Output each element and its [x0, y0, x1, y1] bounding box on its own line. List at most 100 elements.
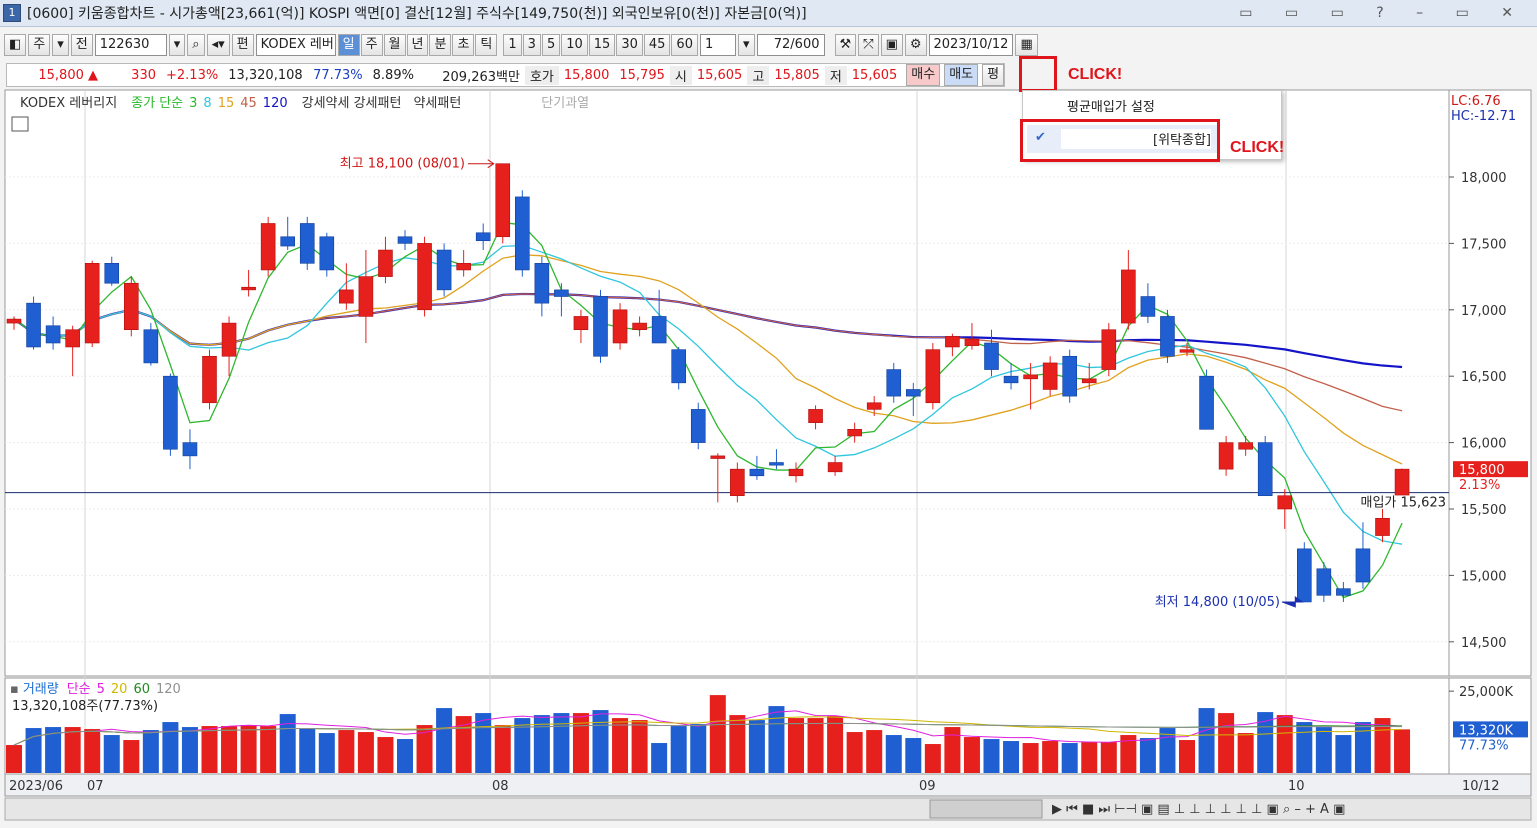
period-button[interactable]: 년 [406, 34, 429, 56]
volume-bar [1139, 738, 1156, 773]
dropdown[interactable]: ▾ [52, 34, 69, 56]
volume-bar [944, 727, 961, 773]
volume-bar [553, 713, 570, 773]
volume-bar [768, 706, 785, 773]
candle-body [1121, 269, 1136, 324]
volume-bar [279, 714, 296, 773]
minute-button[interactable]: 60 [671, 34, 698, 56]
multiplier[interactable]: 1 [699, 34, 736, 56]
search-button[interactable]: ⌕ [187, 34, 205, 56]
candle-body [1179, 349, 1195, 353]
y-tick-label: 14,500 [1461, 636, 1507, 651]
volume-legend: ▪ 거래량 단순 5 20 60 120 [10, 682, 181, 697]
minute-button[interactable]: 3 [522, 34, 541, 56]
dropdown[interactable]: ▾ [168, 34, 186, 56]
volume: 13,320,108 [228, 67, 303, 83]
y-tick-label: 17,000 [1461, 304, 1507, 319]
candle-body [104, 263, 120, 284]
scrollbar [4, 797, 1532, 821]
ask: 15,800 [563, 67, 610, 83]
volume-bar [748, 720, 765, 773]
period-button[interactable]: 분 [429, 34, 452, 56]
fund-label[interactable]: 편 [231, 34, 254, 56]
menu-title[interactable]: 평균매입가 설정 [1067, 100, 1155, 115]
calendar-button[interactable]: ▦ [1015, 34, 1038, 56]
candle-body [1003, 375, 1019, 384]
candle-body [1062, 355, 1077, 397]
candle-body [124, 282, 139, 331]
period-button[interactable]: 주 [360, 34, 383, 56]
candle-body [534, 263, 550, 304]
volume-bar [1237, 733, 1254, 773]
period-button[interactable]: 월 [383, 34, 406, 56]
y-tick-label: 15,500 [1461, 503, 1507, 518]
candle-body [514, 196, 530, 271]
code-input[interactable]: 122630 [94, 34, 167, 56]
volume-bar [514, 718, 531, 773]
period-type[interactable]: 주 [28, 34, 51, 56]
date-label: 09 [919, 779, 936, 794]
candle-body [84, 263, 100, 344]
volume-bar [64, 727, 81, 773]
candle-body [280, 236, 296, 247]
mode[interactable]: 전 [70, 34, 93, 56]
tool-button[interactable]: ⚙ [904, 34, 927, 56]
date-label: 10/12 [1462, 779, 1499, 794]
candle-body [26, 302, 41, 348]
legend-pattern: 약세패턴 [413, 96, 461, 111]
hc-label: HC:-12.71 [1451, 109, 1516, 124]
low: 15,605 [851, 67, 898, 83]
sell-button[interactable]: 매도 [944, 64, 979, 86]
legend-box: ▪ [10, 682, 19, 697]
minute-button[interactable]: 45 [643, 34, 671, 56]
change-pct: +2.13% [166, 67, 219, 83]
legend-ma-period: 60 [133, 682, 150, 697]
menu-button[interactable]: ◧ [4, 34, 27, 56]
minute-button[interactable]: 1 [503, 34, 522, 56]
volume-bar [1159, 728, 1176, 773]
tool-button[interactable]: ⚒ [834, 34, 857, 56]
window-controls[interactable]: ▭ ▭ ▭ ? – ▭ ✕ [1239, 5, 1527, 21]
minute-button[interactable]: 15 [588, 34, 616, 56]
y-tick-label: 25,000K [1459, 685, 1513, 700]
tool-button[interactable]: ⤱ [858, 34, 879, 56]
period-button[interactable]: 초 [452, 34, 475, 56]
candle-body [1023, 374, 1038, 380]
minute-button[interactable]: 30 [616, 34, 643, 56]
period-button[interactable]: 일 [337, 34, 360, 56]
account-name: [위탁종합] [1061, 129, 1211, 149]
tool-button[interactable]: ▣ [880, 34, 903, 56]
count[interactable]: 72/600 [756, 34, 825, 56]
volume-bar [84, 729, 101, 773]
sound-button[interactable]: ◂▾ [206, 34, 230, 56]
volume-bar [1315, 727, 1332, 773]
period-button[interactable]: 틱 [475, 34, 498, 56]
high-label: 고 [747, 65, 770, 85]
candle-body [651, 316, 667, 344]
minute-button[interactable]: 10 [561, 34, 588, 56]
candle-body [1355, 548, 1371, 583]
volume-bar [181, 727, 198, 773]
legend-ma-period: 8 [203, 96, 211, 111]
date-input[interactable]: 2023/10/12 [928, 34, 1014, 56]
last-volume-box [1453, 721, 1528, 738]
volume-bar [1179, 740, 1195, 773]
avg-price-button[interactable]: 평 [982, 64, 1005, 86]
legend-ma-period: 20 [111, 682, 128, 697]
volume-bar [846, 732, 863, 773]
menu-item[interactable]: ✔ [위탁종합] [1027, 125, 1217, 153]
volume-bar [455, 716, 472, 773]
y-tick-label: 16,500 [1461, 370, 1507, 385]
candle-body [202, 355, 217, 404]
candle-body [397, 236, 413, 244]
dropdown[interactable]: ▾ [737, 34, 755, 56]
minute-button[interactable]: 5 [541, 34, 561, 56]
open-label: 시 [669, 65, 692, 85]
volume-bar [1022, 743, 1039, 773]
volume-bar [25, 728, 42, 773]
candle-body [45, 325, 61, 344]
candle-body [1238, 442, 1253, 450]
buy-button[interactable]: 매수 [906, 64, 941, 86]
